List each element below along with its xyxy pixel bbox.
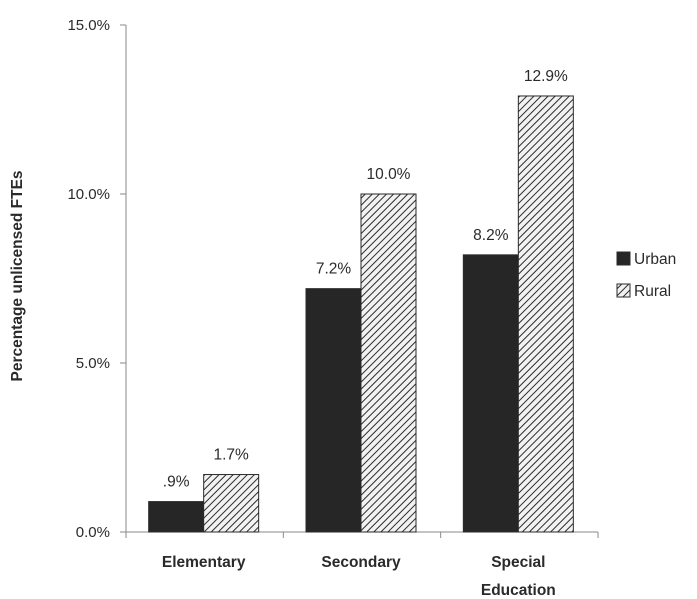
legend-label-rural: Rural [634, 283, 671, 300]
legend-swatch-urban [616, 251, 631, 266]
bar-rural [517, 95, 574, 533]
x-tick-label: Special [491, 554, 545, 571]
bar-rural [360, 193, 417, 533]
data-label: 1.7% [213, 447, 249, 464]
bar-urban [462, 254, 519, 533]
bar-rural [203, 474, 260, 533]
x-tick-label: Elementary [162, 554, 246, 571]
legend: Urban Rural [616, 251, 676, 300]
data-label: 12.9% [524, 68, 568, 85]
legend-label-urban: Urban [634, 251, 676, 268]
x-tick-label: Secondary [321, 554, 401, 571]
x-tick-label: Education [481, 582, 556, 599]
data-label: .9% [163, 474, 190, 491]
bar-urban [148, 501, 205, 533]
data-label: 8.2% [473, 227, 509, 244]
y-tick-label: 5.0% [76, 355, 110, 372]
y-axis-title: Percentage unlicensed FTEs [9, 170, 26, 381]
y-tick-label: 10.0% [67, 186, 110, 203]
y-tick-label: 15.0% [67, 17, 110, 34]
bars [148, 95, 574, 533]
legend-swatch-rural [616, 283, 631, 298]
data-label: 7.2% [316, 261, 352, 278]
bar-urban [305, 288, 362, 533]
y-tick-label: 0.0% [76, 524, 110, 541]
labels: Elementary .9% 1.7% Secondary 7.2% 10.0% Speci… [162, 68, 568, 599]
data-label: 10.0% [367, 166, 411, 183]
